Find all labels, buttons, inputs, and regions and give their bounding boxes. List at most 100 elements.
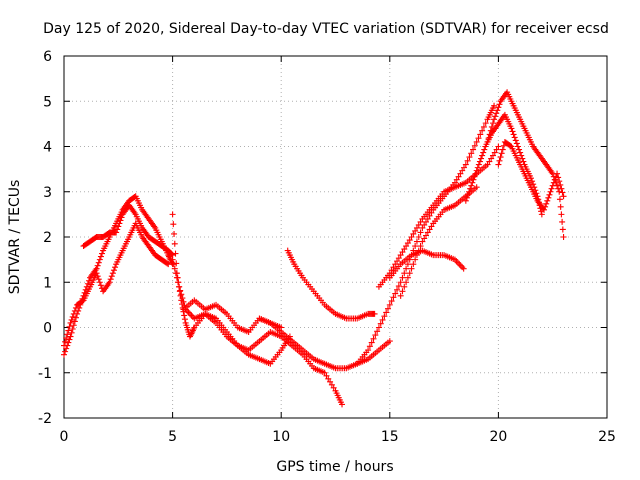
data-point <box>377 320 384 327</box>
data-point <box>63 345 70 352</box>
data-point <box>455 173 462 180</box>
data-point <box>468 182 475 189</box>
series-sat-c <box>61 220 172 349</box>
x-tick-labels: 0 5 10 15 20 25 <box>60 429 616 445</box>
data-point <box>395 283 402 290</box>
data-point <box>412 256 419 263</box>
data-point <box>328 381 335 388</box>
data-point <box>70 322 77 329</box>
series-sat-f <box>180 297 285 336</box>
series-sat-e <box>169 256 346 408</box>
data-point <box>383 309 390 316</box>
data-point <box>471 173 478 180</box>
data-point <box>114 226 121 233</box>
data-point <box>108 273 115 280</box>
data-point <box>476 158 483 165</box>
data-point <box>555 174 562 181</box>
data-point <box>164 260 171 267</box>
data-point <box>71 318 78 325</box>
data-point <box>403 265 410 272</box>
data-point <box>415 247 422 254</box>
data-point <box>113 229 120 236</box>
chart-title: Day 125 of 2020, Sidereal Day-to-day VTE… <box>43 21 609 37</box>
data-point <box>85 277 92 284</box>
data-point <box>65 339 72 346</box>
data-point <box>507 142 514 149</box>
data-point <box>415 221 422 228</box>
data-point <box>419 238 426 245</box>
data-point <box>168 251 175 258</box>
data-point <box>386 301 393 308</box>
series-sat-d <box>169 211 293 367</box>
data-point <box>408 265 415 272</box>
data-point <box>71 307 78 314</box>
series-sat-b <box>80 202 176 259</box>
data-point <box>426 226 433 233</box>
data-point <box>559 226 566 233</box>
data-point <box>392 290 399 297</box>
data-point <box>171 265 178 272</box>
data-point <box>462 197 469 204</box>
data-point <box>68 329 75 336</box>
data-point <box>372 332 379 339</box>
data-point <box>560 234 567 240</box>
data-point <box>397 252 404 259</box>
data-point <box>532 187 539 194</box>
data-point <box>508 125 515 132</box>
data-point <box>509 128 516 135</box>
data-point <box>488 155 495 162</box>
data-point <box>517 149 524 156</box>
data-point <box>459 264 466 271</box>
data-point <box>117 217 124 224</box>
data-point <box>386 338 393 345</box>
data-point <box>471 142 478 149</box>
data-point <box>412 243 419 250</box>
y-tick-label: 4 <box>43 140 52 156</box>
data-point <box>392 261 399 268</box>
data-point <box>543 200 550 207</box>
data-point <box>464 157 471 164</box>
data-point <box>417 229 424 236</box>
data-point <box>401 283 408 290</box>
data-point <box>456 261 463 268</box>
data-point <box>491 116 498 123</box>
data-point <box>404 240 411 247</box>
data-point <box>72 304 79 311</box>
data-point <box>67 319 74 326</box>
data-point <box>493 110 500 117</box>
data-point <box>489 152 496 159</box>
data-point <box>70 310 77 317</box>
data-point <box>531 184 538 191</box>
data-point <box>538 208 545 215</box>
y-tick-label: -1 <box>38 366 52 382</box>
data-point <box>554 170 561 177</box>
data-point <box>453 176 460 183</box>
x-tick-label: 10 <box>272 429 290 445</box>
y-tick-label: 2 <box>43 230 52 246</box>
data-point <box>165 261 172 268</box>
data-points <box>61 89 567 408</box>
data-point <box>403 243 410 250</box>
data-point <box>61 342 67 349</box>
data-point <box>67 333 74 340</box>
data-point <box>470 176 477 183</box>
data-point <box>95 259 102 266</box>
y-axis-label: SDTVAR / TECUs <box>7 180 23 295</box>
data-point <box>96 256 103 263</box>
data-point <box>399 288 406 295</box>
series-sat-i <box>354 102 498 367</box>
data-point <box>186 310 193 317</box>
data-point <box>535 196 542 203</box>
data-point <box>481 146 488 153</box>
x-tick-label: 25 <box>598 429 616 445</box>
series-sat-a <box>61 193 176 358</box>
data-point <box>399 274 406 281</box>
data-point <box>97 282 104 289</box>
data-point <box>536 202 543 209</box>
data-point <box>470 146 477 153</box>
data-point <box>419 224 426 231</box>
data-point <box>397 279 404 286</box>
data-point <box>542 203 549 210</box>
data-point <box>464 191 471 198</box>
data-point <box>415 234 422 240</box>
